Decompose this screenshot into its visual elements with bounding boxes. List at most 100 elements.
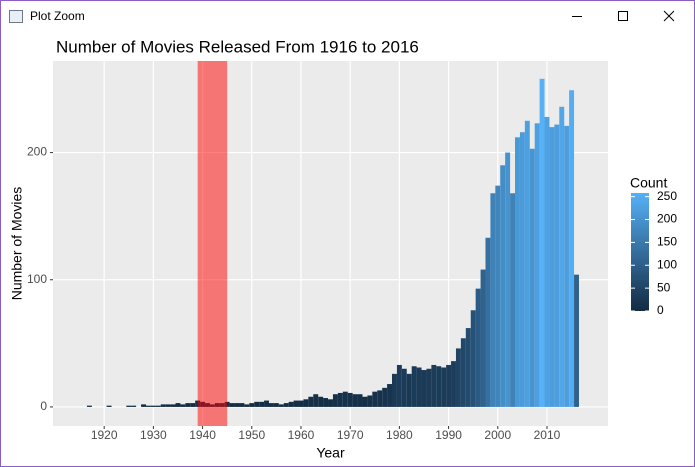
bar <box>549 127 555 407</box>
x-tick-label: 1950 <box>238 428 265 442</box>
bar <box>510 193 516 407</box>
bar <box>337 392 343 407</box>
close-button[interactable] <box>646 1 692 31</box>
bar <box>244 404 250 407</box>
bar <box>273 403 279 407</box>
y-axis-title: Number of Movies <box>9 187 25 301</box>
bar <box>145 405 151 407</box>
bar <box>416 367 422 407</box>
bar <box>505 152 511 407</box>
bar <box>554 124 560 407</box>
bar <box>500 165 506 407</box>
bar <box>574 274 579 407</box>
bar <box>303 399 309 407</box>
bar <box>401 368 407 407</box>
bar <box>106 405 112 407</box>
bar <box>160 404 166 407</box>
x-axis-title: Year <box>316 445 345 461</box>
x-tick-label: 1930 <box>140 428 167 442</box>
bar <box>86 405 92 407</box>
maximize-button[interactable] <box>600 1 646 31</box>
bar <box>224 401 230 407</box>
bar <box>185 403 191 407</box>
x-tick-label: 1990 <box>435 428 462 442</box>
bar <box>382 387 388 407</box>
bar <box>175 403 181 407</box>
bar <box>411 366 417 407</box>
bar <box>519 132 525 407</box>
legend-title: Count <box>630 175 667 191</box>
legend-label: 200 <box>657 212 677 226</box>
colorbar <box>631 193 649 311</box>
bar <box>451 361 456 407</box>
bar <box>308 396 314 407</box>
bar <box>406 373 412 407</box>
minimize-button[interactable] <box>554 1 600 31</box>
bar <box>357 394 363 407</box>
bar <box>539 78 545 407</box>
bar <box>392 373 397 407</box>
bar <box>234 403 240 407</box>
bar <box>460 338 466 407</box>
bar <box>328 399 333 407</box>
bar <box>436 366 442 407</box>
x-tick-label: 1920 <box>91 428 118 442</box>
bar <box>485 237 491 407</box>
bar <box>475 288 481 407</box>
bar <box>293 400 299 407</box>
bar <box>372 391 378 407</box>
bar <box>426 368 432 407</box>
bar <box>264 400 269 407</box>
bar <box>278 404 284 407</box>
bar <box>564 125 570 407</box>
app-icon <box>9 9 23 23</box>
bar <box>559 106 565 407</box>
bar <box>352 394 358 407</box>
legend-label: 100 <box>657 257 677 271</box>
bar <box>455 348 461 407</box>
bar <box>396 364 402 407</box>
bar <box>283 403 289 407</box>
bar <box>259 401 265 407</box>
y-tick-label: 100 <box>27 272 47 286</box>
bar <box>534 123 540 407</box>
bar <box>229 403 235 407</box>
bar <box>544 116 550 407</box>
bar <box>367 395 373 407</box>
x-tick-label: 1980 <box>386 428 413 442</box>
legend-label: 0 <box>657 303 664 317</box>
bar <box>126 405 132 407</box>
bar <box>421 370 427 407</box>
bar <box>490 193 496 407</box>
bar <box>131 405 137 407</box>
bar <box>298 400 304 407</box>
bar <box>318 396 324 407</box>
bar <box>377 390 383 407</box>
bar <box>480 269 486 407</box>
bar <box>239 403 245 407</box>
x-tick-label: 1940 <box>189 428 216 442</box>
bar <box>342 391 348 407</box>
legend-label: 50 <box>657 280 671 294</box>
legend-label: 150 <box>657 235 677 249</box>
bar <box>347 392 353 407</box>
bar <box>165 404 171 407</box>
bar <box>569 90 575 407</box>
x-tick-label: 1970 <box>337 428 364 442</box>
bar <box>170 404 176 407</box>
bar <box>362 396 368 407</box>
bar <box>332 394 338 407</box>
bar <box>470 310 476 407</box>
window-title: Plot Zoom <box>30 9 85 23</box>
bar <box>524 120 530 407</box>
bar <box>495 185 501 407</box>
bar <box>254 401 260 407</box>
y-tick-label: 0 <box>40 399 47 413</box>
x-tick-label: 2010 <box>534 428 561 442</box>
title-bar: Plot Zoom <box>1 1 694 31</box>
legend-label: 250 <box>657 189 677 203</box>
bar <box>387 384 393 407</box>
bar <box>313 394 319 407</box>
bar <box>323 398 329 407</box>
